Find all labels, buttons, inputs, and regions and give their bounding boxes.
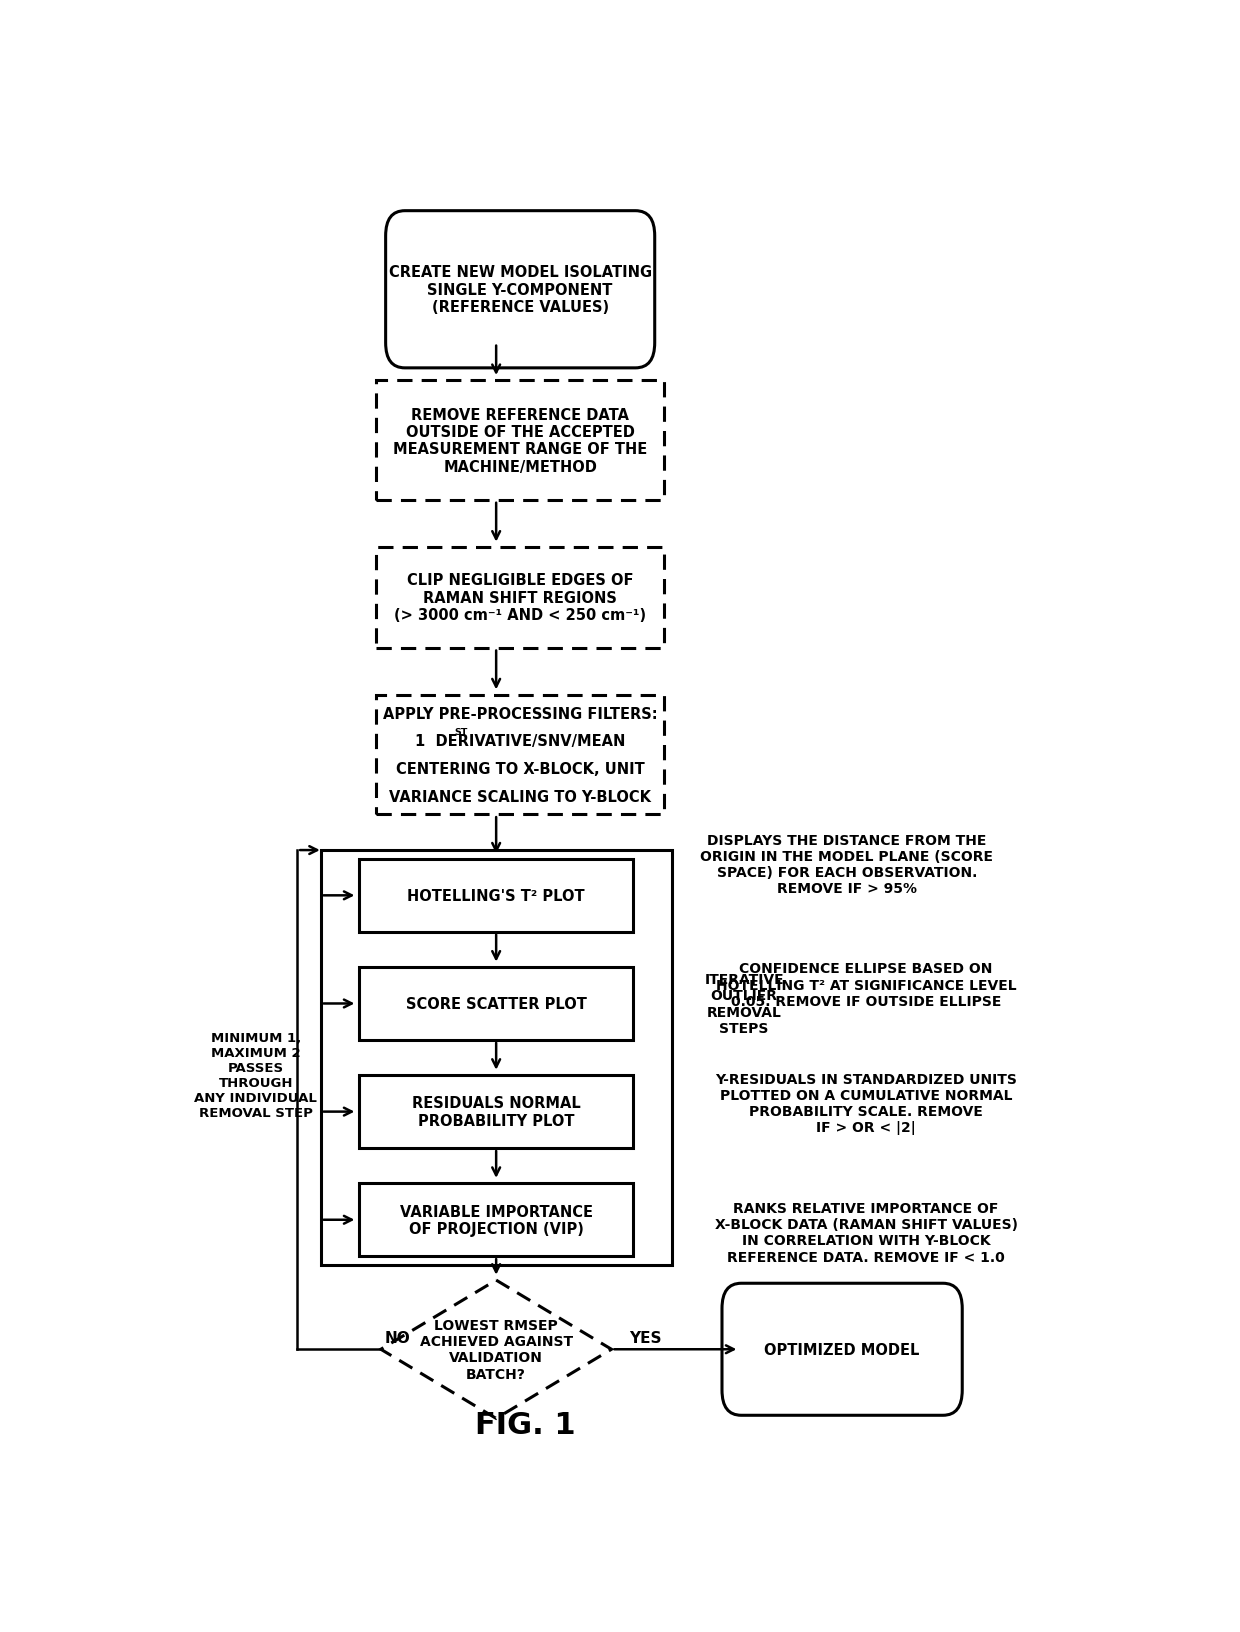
Bar [376, 695, 665, 814]
Text: FIG. 1: FIG. 1 [475, 1410, 575, 1439]
Text: SCORE SCATTER PLOT: SCORE SCATTER PLOT [405, 997, 587, 1012]
Bar [321, 850, 672, 1265]
Text: VARIABLE IMPORTANCE
OF PROJECTION (VIP): VARIABLE IMPORTANCE OF PROJECTION (VIP) [399, 1204, 593, 1235]
Text: REMOVE REFERENCE DATA
OUTSIDE OF THE ACCEPTED
MEASUREMENT RANGE OF THE
MACHINE/M: REMOVE REFERENCE DATA OUTSIDE OF THE ACC… [393, 408, 647, 475]
Text: 1  DERIVATIVE/SNV/MEAN: 1 DERIVATIVE/SNV/MEAN [415, 734, 625, 749]
Text: MINIMUM 1,
MAXIMUM 2
PASSES
THROUGH
ANY INDIVIDUAL
REMOVAL STEP: MINIMUM 1, MAXIMUM 2 PASSES THROUGH ANY … [195, 1031, 317, 1120]
Polygon shape [381, 1281, 611, 1418]
Text: ST: ST [455, 728, 469, 736]
Text: RANKS RELATIVE IMPORTANCE OF
X-BLOCK DATA (RAMAN SHIFT VALUES)
IN CORRELATION WI: RANKS RELATIVE IMPORTANCE OF X-BLOCK DAT… [714, 1201, 1018, 1263]
Text: ITERATIVE
OUTLIER
REMOVAL
STEPS: ITERATIVE OUTLIER REMOVAL STEPS [704, 973, 784, 1035]
Text: NO: NO [384, 1330, 410, 1346]
Bar [360, 968, 634, 1040]
Text: CLIP NEGLIGIBLE EDGES OF
RAMAN SHIFT REGIONS
(> 3000 cm⁻¹ AND < 250 cm⁻¹): CLIP NEGLIGIBLE EDGES OF RAMAN SHIFT REG… [394, 573, 646, 623]
Bar [376, 548, 665, 648]
Text: OPTIMIZED MODEL: OPTIMIZED MODEL [764, 1342, 920, 1356]
Bar [360, 1075, 634, 1149]
FancyBboxPatch shape [722, 1283, 962, 1415]
Text: CREATE NEW MODEL ISOLATING
SINGLE Y-COMPONENT
(REFERENCE VALUES): CREATE NEW MODEL ISOLATING SINGLE Y-COMP… [388, 266, 652, 315]
Text: DISPLAYS THE DISTANCE FROM THE
ORIGIN IN THE MODEL PLANE (SCORE
SPACE) FOR EACH : DISPLAYS THE DISTANCE FROM THE ORIGIN IN… [701, 832, 993, 896]
Text: CENTERING TO X-BLOCK, UNIT: CENTERING TO X-BLOCK, UNIT [396, 762, 645, 777]
Text: YES: YES [629, 1330, 661, 1346]
Text: HOTELLING'S T² PLOT: HOTELLING'S T² PLOT [408, 888, 585, 902]
Text: Y-RESIDUALS IN STANDARDIZED UNITS
PLOTTED ON A CUMULATIVE NORMAL
PROBABILITY SCA: Y-RESIDUALS IN STANDARDIZED UNITS PLOTTE… [715, 1072, 1017, 1134]
Bar [376, 382, 665, 501]
Text: RESIDUALS NORMAL
PROBABILITY PLOT: RESIDUALS NORMAL PROBABILITY PLOT [412, 1095, 580, 1128]
Bar [360, 860, 634, 932]
Text: VARIANCE SCALING TO Y-BLOCK: VARIANCE SCALING TO Y-BLOCK [389, 788, 651, 805]
Text: LOWEST RMSEP
ACHIEVED AGAINST
VALIDATION
BATCH?: LOWEST RMSEP ACHIEVED AGAINST VALIDATION… [419, 1319, 573, 1381]
Bar [360, 1183, 634, 1257]
Text: CONFIDENCE ELLIPSE BASED ON
HOTELLING T² AT SIGNIFICANCE LEVEL
0.05. REMOVE IF O: CONFIDENCE ELLIPSE BASED ON HOTELLING T²… [715, 961, 1017, 1009]
FancyBboxPatch shape [386, 212, 655, 369]
Text: APPLY PRE-PROCESSING FILTERS:: APPLY PRE-PROCESSING FILTERS: [383, 707, 657, 721]
